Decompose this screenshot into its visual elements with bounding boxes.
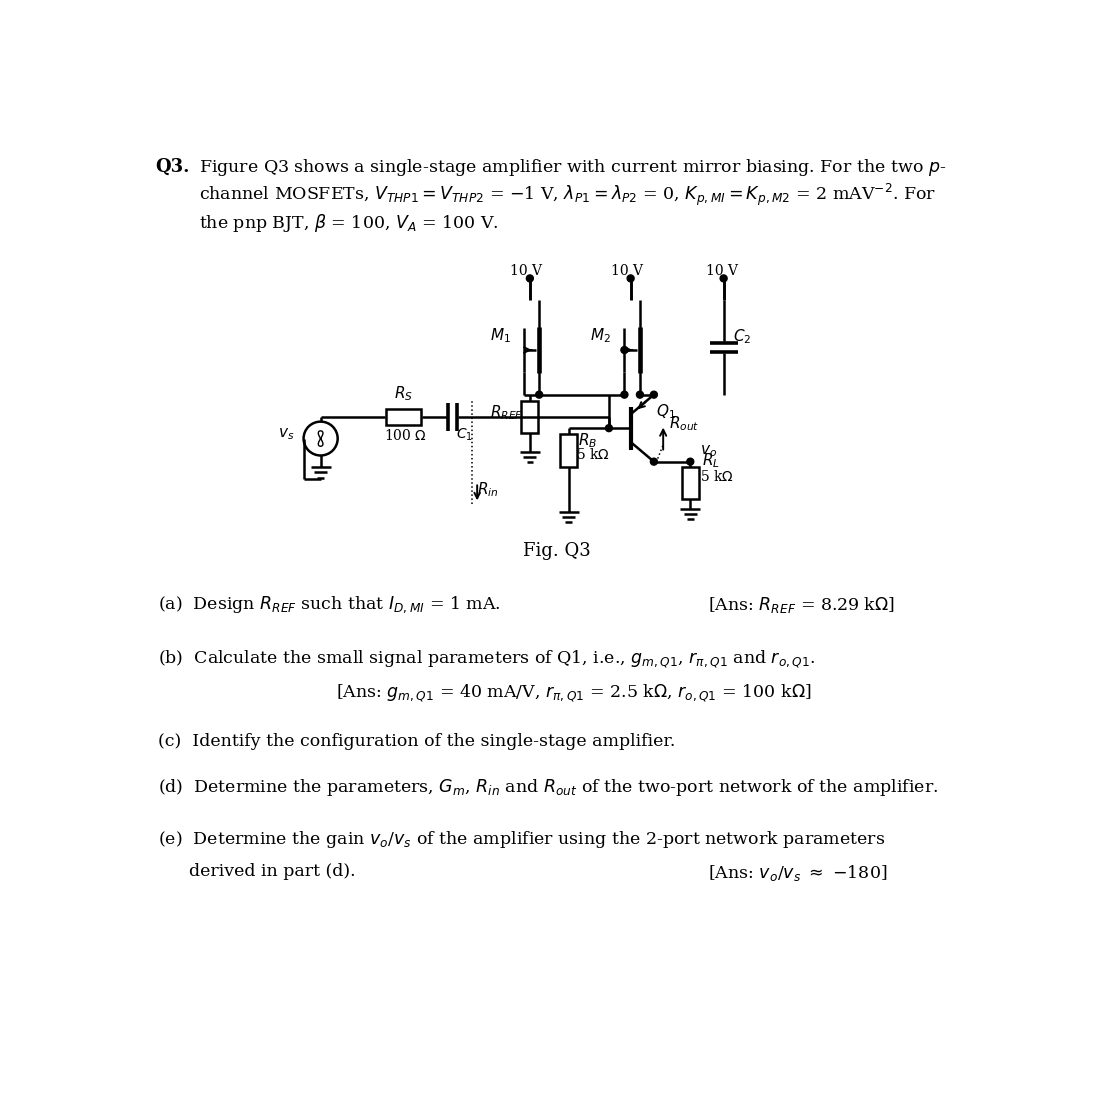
Text: Figure Q3 shows a single-stage amplifier with current mirror biasing. For the tw: Figure Q3 shows a single-stage amplifier… bbox=[199, 158, 946, 234]
Circle shape bbox=[687, 458, 694, 465]
Circle shape bbox=[535, 391, 543, 398]
Circle shape bbox=[650, 458, 657, 465]
Circle shape bbox=[605, 424, 613, 431]
Text: $v_s$: $v_s$ bbox=[278, 426, 295, 441]
Text: $R_B$: $R_B$ bbox=[578, 431, 597, 450]
Bar bbox=[522, 401, 538, 433]
Text: 5 k$\Omega$: 5 k$\Omega$ bbox=[576, 447, 611, 461]
Bar bbox=[681, 467, 699, 500]
Text: (e)  Determine the gain $v_o$/$v_s$ of the amplifier using the 2-port network pa: (e) Determine the gain $v_o$/$v_s$ of th… bbox=[157, 829, 885, 850]
Text: (a)  Design $R_{REF}$ such that $I_{D,MI}$ = 1 mA.: (a) Design $R_{REF}$ such that $I_{D,MI}… bbox=[157, 595, 501, 616]
Circle shape bbox=[627, 274, 634, 282]
Text: (b)  Calculate the small signal parameters of Q1, i.e., $g_{m,Q1}$, $r_{\pi,Q1}$: (b) Calculate the small signal parameter… bbox=[157, 648, 815, 671]
Text: $R_L$: $R_L$ bbox=[702, 451, 720, 470]
Text: $Q_1$: $Q_1$ bbox=[656, 402, 676, 421]
Circle shape bbox=[636, 391, 644, 398]
Text: derived in part (d).: derived in part (d). bbox=[188, 862, 356, 880]
Circle shape bbox=[650, 391, 657, 398]
Text: 100 $\Omega$: 100 $\Omega$ bbox=[383, 428, 427, 444]
Text: [Ans: $g_{m,Q1}$ = 40 mA/V, $r_{\pi,Q1}$ = 2.5 k$\Omega$, $r_{o,Q1}$ = 100 k$\Om: [Ans: $g_{m,Q1}$ = 40 mA/V, $r_{\pi,Q1}$… bbox=[336, 682, 812, 704]
Text: 10 V: 10 V bbox=[611, 264, 643, 278]
Text: $R_{out}$: $R_{out}$ bbox=[668, 414, 699, 433]
Text: 5 k$\Omega$: 5 k$\Omega$ bbox=[700, 469, 735, 484]
Text: $R_{in}$: $R_{in}$ bbox=[478, 480, 499, 500]
Circle shape bbox=[720, 274, 727, 282]
Circle shape bbox=[620, 391, 628, 398]
Text: $C_2$: $C_2$ bbox=[732, 327, 751, 346]
Text: (d)  Determine the parameters, $G_m$, $R_{in}$ and $R_{out}$ of the two-port net: (d) Determine the parameters, $G_m$, $R_… bbox=[157, 777, 938, 799]
Text: (c)  Identify the configuration of the single-stage amplifier.: (c) Identify the configuration of the si… bbox=[157, 734, 675, 750]
Text: $R_{REF}$: $R_{REF}$ bbox=[490, 403, 523, 422]
Bar bbox=[561, 435, 577, 467]
Text: $R_S$: $R_S$ bbox=[394, 384, 413, 403]
Text: [Ans: $R_{REF}$ = 8.29 k$\Omega$]: [Ans: $R_{REF}$ = 8.29 k$\Omega$] bbox=[708, 595, 895, 615]
Circle shape bbox=[620, 346, 628, 354]
Text: [Ans: $v_o$/$v_s$ $\approx$ $-$180]: [Ans: $v_o$/$v_s$ $\approx$ $-$180] bbox=[708, 862, 888, 883]
Text: $C_1$: $C_1$ bbox=[456, 427, 473, 442]
Text: 10 V: 10 V bbox=[706, 264, 738, 278]
Circle shape bbox=[526, 274, 533, 282]
Text: $M_2$: $M_2$ bbox=[591, 327, 612, 345]
Text: 10 V: 10 V bbox=[510, 264, 542, 278]
Text: Fig. Q3: Fig. Q3 bbox=[523, 542, 591, 560]
Text: $M_1$: $M_1$ bbox=[490, 327, 511, 345]
Text: Q3.: Q3. bbox=[155, 158, 191, 176]
Text: $v_o$: $v_o$ bbox=[700, 442, 717, 459]
Bar bbox=[386, 409, 421, 424]
